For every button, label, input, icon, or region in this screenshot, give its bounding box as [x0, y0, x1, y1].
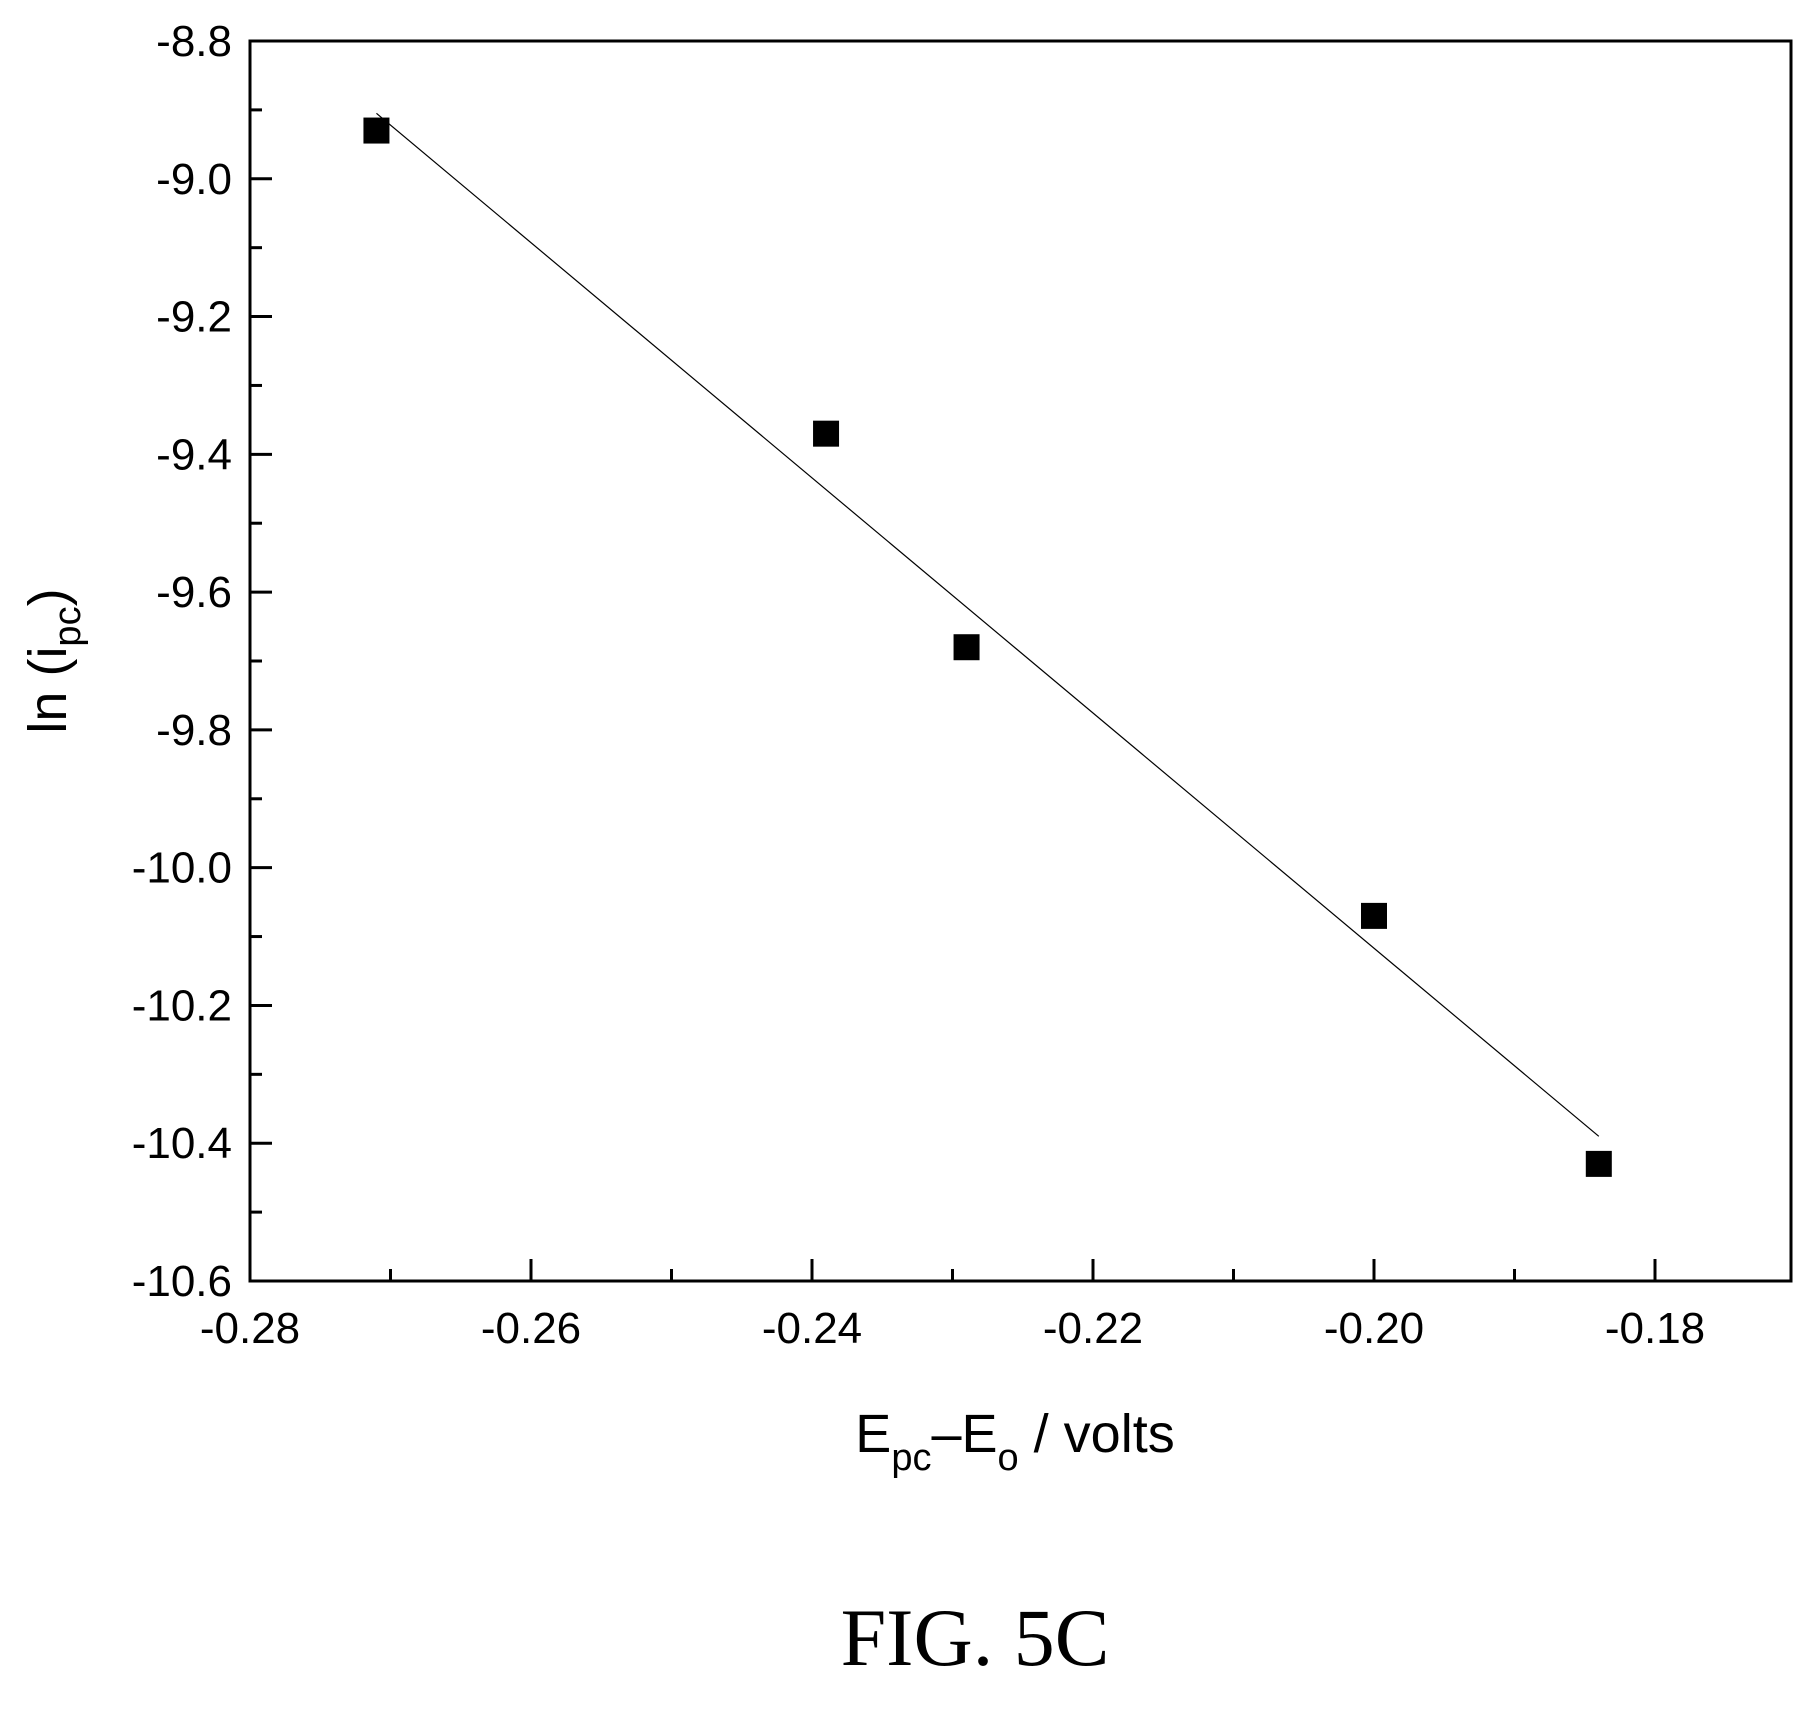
- data-point: [1585, 1150, 1612, 1177]
- x-tick-label: -0.26: [481, 1304, 581, 1353]
- data-points: [363, 117, 1612, 1177]
- x-axis-tick-labels: -0.28 -0.26 -0.24 -0.22 -0.20 -0.18: [200, 1304, 1705, 1353]
- x-tick-label: -0.22: [1043, 1304, 1143, 1353]
- y-tick-label: -10.0: [132, 844, 232, 893]
- y-axis-ticks: [250, 39, 272, 1283]
- y-tick-label: -10.2: [132, 981, 232, 1030]
- y-axis-tick-labels: -8.8 -9.0 -9.2 -9.4 -9.6 -9.8 -10.0 -10.2 -10.4 -…: [132, 17, 232, 1306]
- x-tick-label: -0.24: [762, 1304, 862, 1353]
- x-axis-title-tail: / volts: [1019, 1404, 1175, 1464]
- y-axis-title-base: ln (i: [18, 647, 78, 734]
- y-tick-label: -8.8: [156, 17, 232, 66]
- x-tick-label: -0.20: [1324, 1304, 1424, 1353]
- y-axis-title: ln (ipc): [18, 588, 89, 733]
- x-axis-ticks: [248, 1259, 1657, 1281]
- y-axis-title-tail: ): [18, 588, 78, 606]
- data-point: [953, 634, 980, 661]
- y-tick-label: -9.6: [156, 568, 232, 617]
- fit-line: [376, 112, 1600, 1137]
- x-tick-label: -0.28: [200, 1304, 300, 1353]
- x-tick-label: -0.18: [1605, 1304, 1705, 1353]
- x-axis-title-mid: –E: [931, 1404, 997, 1464]
- y-tick-label: -9.8: [156, 706, 232, 755]
- y-axis-title-sub: pc: [47, 606, 89, 646]
- x-axis-title: Epc–Eo / volts: [855, 1404, 1174, 1479]
- x-axis-title-sub1: pc: [891, 1437, 931, 1479]
- data-point: [813, 420, 840, 447]
- x-axis-title-base1: E: [855, 1404, 891, 1464]
- y-tick-label: -9.2: [156, 293, 232, 342]
- x-axis-title-sub2: o: [998, 1437, 1019, 1479]
- figure-caption: FIG. 5C: [841, 1592, 1110, 1683]
- y-tick-label: -10.4: [132, 1119, 232, 1168]
- y-tick-label: -10.6: [132, 1257, 232, 1306]
- data-point: [1361, 902, 1387, 929]
- y-tick-label: -9.4: [156, 430, 232, 479]
- plot-frame: [248, 39, 1793, 1283]
- data-point: [363, 117, 390, 144]
- y-tick-label: -9.0: [156, 155, 232, 204]
